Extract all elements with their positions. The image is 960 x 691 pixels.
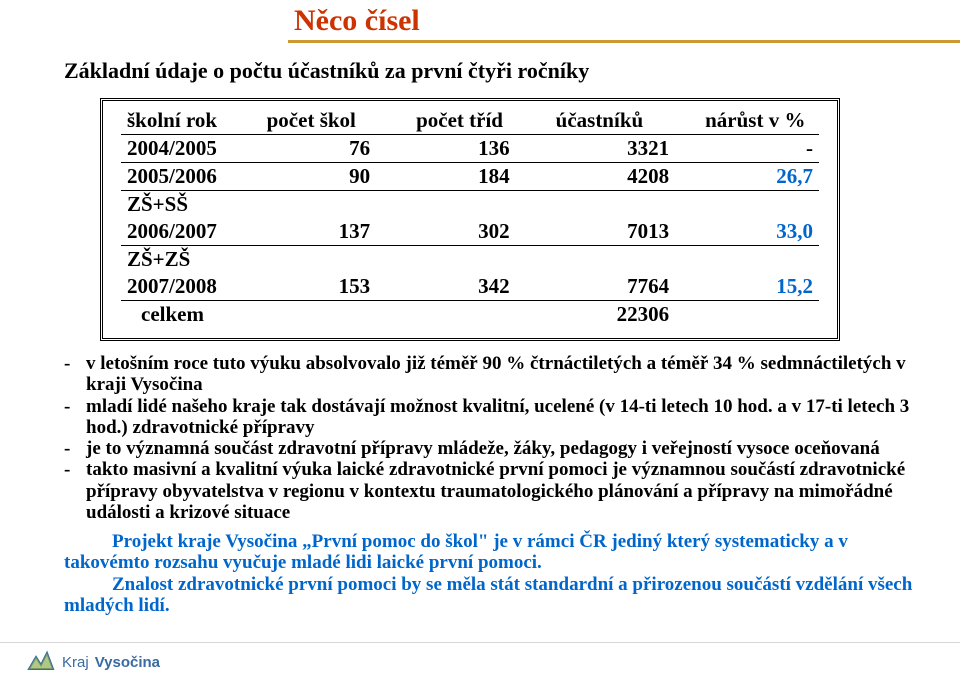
hdr-participants: účastníků: [550, 107, 699, 135]
table-row-label: ZŠ+SŠ: [121, 191, 819, 219]
hdr-classes: počet tříd: [410, 107, 550, 135]
page-title: Něco čísel: [294, 4, 420, 40]
bullet-list: -v letošním roce tuto výuku absolvovalo …: [64, 353, 920, 523]
subtitle: Základní údaje o počtu účastníků za prvn…: [64, 58, 920, 84]
bullet-item: -je to významná součást zdravotní přípra…: [64, 438, 920, 459]
title-underline: [288, 40, 960, 43]
table-row-label: ZŠ+ZŠ: [121, 246, 819, 274]
hdr-year: školní rok: [121, 107, 261, 135]
table-row: 2007/2008 153 342 7764 15,2: [121, 273, 819, 301]
bullet-item: -mladí lidé našeho kraje tak dostávají m…: [64, 396, 920, 439]
logo-text-1: Kraj: [62, 654, 89, 671]
bullet-item: -v letošním roce tuto výuku absolvovalo …: [64, 353, 920, 396]
footer-logo: Kraj Vysočina: [26, 647, 160, 677]
logo-icon: [26, 647, 56, 677]
data-table: školní rok počet škol počet tříd účastní…: [100, 98, 840, 341]
bullet-item: -takto masivní a kvalitní výuka laické z…: [64, 459, 920, 523]
table-row: 2005/2006 90 184 4208 26,7: [121, 163, 819, 191]
footer-divider: [0, 642, 960, 643]
logo-text-2: Vysočina: [95, 654, 160, 671]
table-total-row: celkem 22306: [121, 301, 819, 329]
table-header-row: školní rok počet škol počet tříd účastní…: [121, 107, 819, 135]
table-row: 2004/2005 76 136 3321 -: [121, 135, 819, 163]
hdr-schools: počet škol: [261, 107, 410, 135]
closing-line-1: Projekt kraje Vysočina „První pomoc do š…: [64, 531, 920, 574]
title-band: Něco čísel: [0, 0, 960, 44]
closing-paragraph: Projekt kraje Vysočina „První pomoc do š…: [64, 531, 920, 616]
content-area: Základní údaje o počtu účastníků za prvn…: [54, 58, 920, 616]
table-row: 2006/2007 137 302 7013 33,0: [121, 218, 819, 246]
hdr-growth: nárůst v %: [699, 107, 819, 135]
closing-line-2: Znalost zdravotnické první pomoci by se …: [64, 574, 920, 617]
